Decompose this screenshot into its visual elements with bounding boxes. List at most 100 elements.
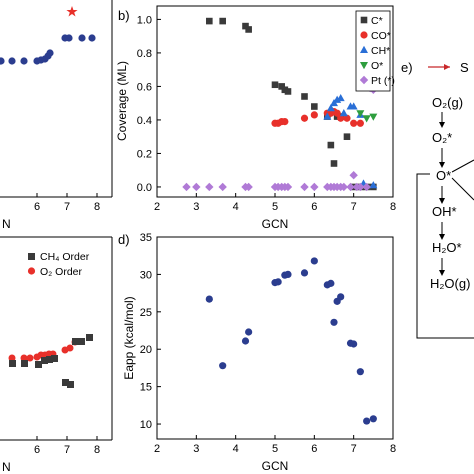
panel-b-point-ch [323,112,332,120]
panel-b-point-pt [218,182,227,192]
panel-d-point-series0 [330,318,338,326]
panel-b-point-ch [339,109,348,117]
panel-a-point [88,34,96,42]
panel-b-x-tick-label: 8 [390,201,396,213]
panel-d-point-series0 [284,270,292,279]
panel-b-point-c [327,141,335,149]
panel-d-point-series0 [356,368,364,376]
panel-d-point-series0 [274,278,282,286]
panel-d-point-series0 [337,293,345,301]
panel-c-ch4-point [86,334,93,341]
panel-b-point-co [300,114,309,122]
panel-b-point-pt [362,182,371,192]
panel-b-y-tick-label: 0.0 [137,182,152,194]
panel-a-point [0,57,5,65]
panel-d-point-series0 [310,257,318,265]
panel-c-ch4-point [35,361,42,368]
panel-c-o2-point [20,354,28,362]
panel-b-point-c [301,93,308,100]
panel-b-point-c [245,26,252,33]
panel-b-point-co [337,114,345,122]
panel-b-ylabel: Coverage (ML) [115,61,129,141]
panel-c-ch4-point [62,379,69,386]
panel-d-plot-frame [156,236,394,440]
panel-c-xlabel-fragment: N [2,460,11,474]
panel-b-point-o [362,115,371,123]
panel-b-point-ch [326,104,335,112]
panel-d-x-tick-label: 3 [193,443,199,455]
panel-d-x-tick-label: 8 [390,443,396,455]
panel-b-y-tick-label: 0.8 [137,48,152,60]
panel-b-point-ch [369,181,378,189]
panel-c-ch4-point [72,338,79,345]
panel-b-point-pt [182,182,191,192]
panel-c-tick-6: 6 [34,444,40,456]
panel-b-point-c [311,103,318,110]
panel-b-point-c [271,81,279,89]
panel-d-ylabel: Eapp (kcal/mol) [122,296,136,379]
panel-d-x-tick-label: 2 [154,443,160,455]
panel-a-point [20,57,28,65]
mech-step-o2-ads: O₂* [432,130,452,145]
panel-b-point-o [356,110,365,118]
panel-a-point [46,49,54,57]
panel-d-point-series0 [369,415,377,423]
panel-c-o2-point [26,354,34,362]
panel-d-y-tick-label: 35 [140,232,152,244]
panel-b-point-c [278,83,285,90]
panel-b-legend-marker [359,75,369,85]
panel-b-point-pt [356,182,365,192]
panel-b-x-tick-label: 5 [272,201,278,213]
panel-c-ch4-point [21,360,28,367]
panel-c-points [8,334,93,388]
panel-b-point-co [350,119,358,127]
panel-b-point-pt [339,182,349,192]
panel-b-legend-marker [360,31,368,39]
mech-branch-line [451,159,474,173]
panel-b-x-tick-label: 6 [311,201,317,213]
panel-b-legend-marker [360,45,368,53]
panel-a-point [8,57,16,65]
mech-step-o-ads: O* [436,168,451,183]
panel-c-tick-8: 8 [94,444,100,456]
panel-b-point-c [219,17,226,25]
panel-c-partial: 6 7 8 N CH₄ Order O₂ Order [0,236,113,474]
panel-d-y-tick-label: 15 [140,382,152,394]
mech-step-oh-ads: OH* [432,204,457,219]
panel-d-x-tick-label: 4 [233,443,239,455]
panel-b-point-ch [336,93,345,102]
panel-d-point-series0 [241,337,250,345]
panel-c-tick-7: 7 [64,444,70,456]
panel-a-tick-6: 6 [34,201,40,213]
panel-b-legend-marker [360,62,368,70]
panel-b-point-pt [310,182,319,192]
panel-b-point-co [343,114,351,122]
panel-a-star-marker [66,6,78,17]
panel-b-x-tick-label: 4 [233,201,239,213]
panel-b-point-pt [349,171,358,180]
panel-d-point-series0 [327,279,335,287]
panel-b-x-tick-label: 2 [154,201,160,213]
panel-b-legend-entry: CH* [371,45,390,57]
panel-e-mechanism: e) S O₂(g) O₂* O* OH* H₂O* H₂O(g) [401,60,474,339]
panel-a-point [78,34,86,42]
panel-d-point-series0 [300,269,309,277]
panel-c-ch4-point [46,356,53,363]
panel-d-point-series0 [205,295,213,303]
panel-d-point-series0 [350,340,358,348]
panel-b-coverage-chart: b) Coverage (ML) GCN 2 3 4 5 6 7 8 0.0 0.2 0.4 0.6… [115,5,396,231]
mech-cycle-bracket [416,173,474,339]
panel-d-label: d) [118,232,130,247]
panel-b-legend-marker [360,16,368,24]
panel-a-points [0,6,96,65]
panel-c-ch4-point [41,357,48,364]
panel-e-legend-text: S [460,60,469,75]
panel-d-point-series0 [245,328,253,336]
panel-b-point-c [284,88,292,95]
panel-e-label: e) [401,60,413,75]
panel-b-point-pt [300,182,309,192]
panel-b-point-pt [205,182,214,192]
panel-d-point-series0 [219,362,227,370]
panel-b-legend-entry: C* [371,15,383,27]
